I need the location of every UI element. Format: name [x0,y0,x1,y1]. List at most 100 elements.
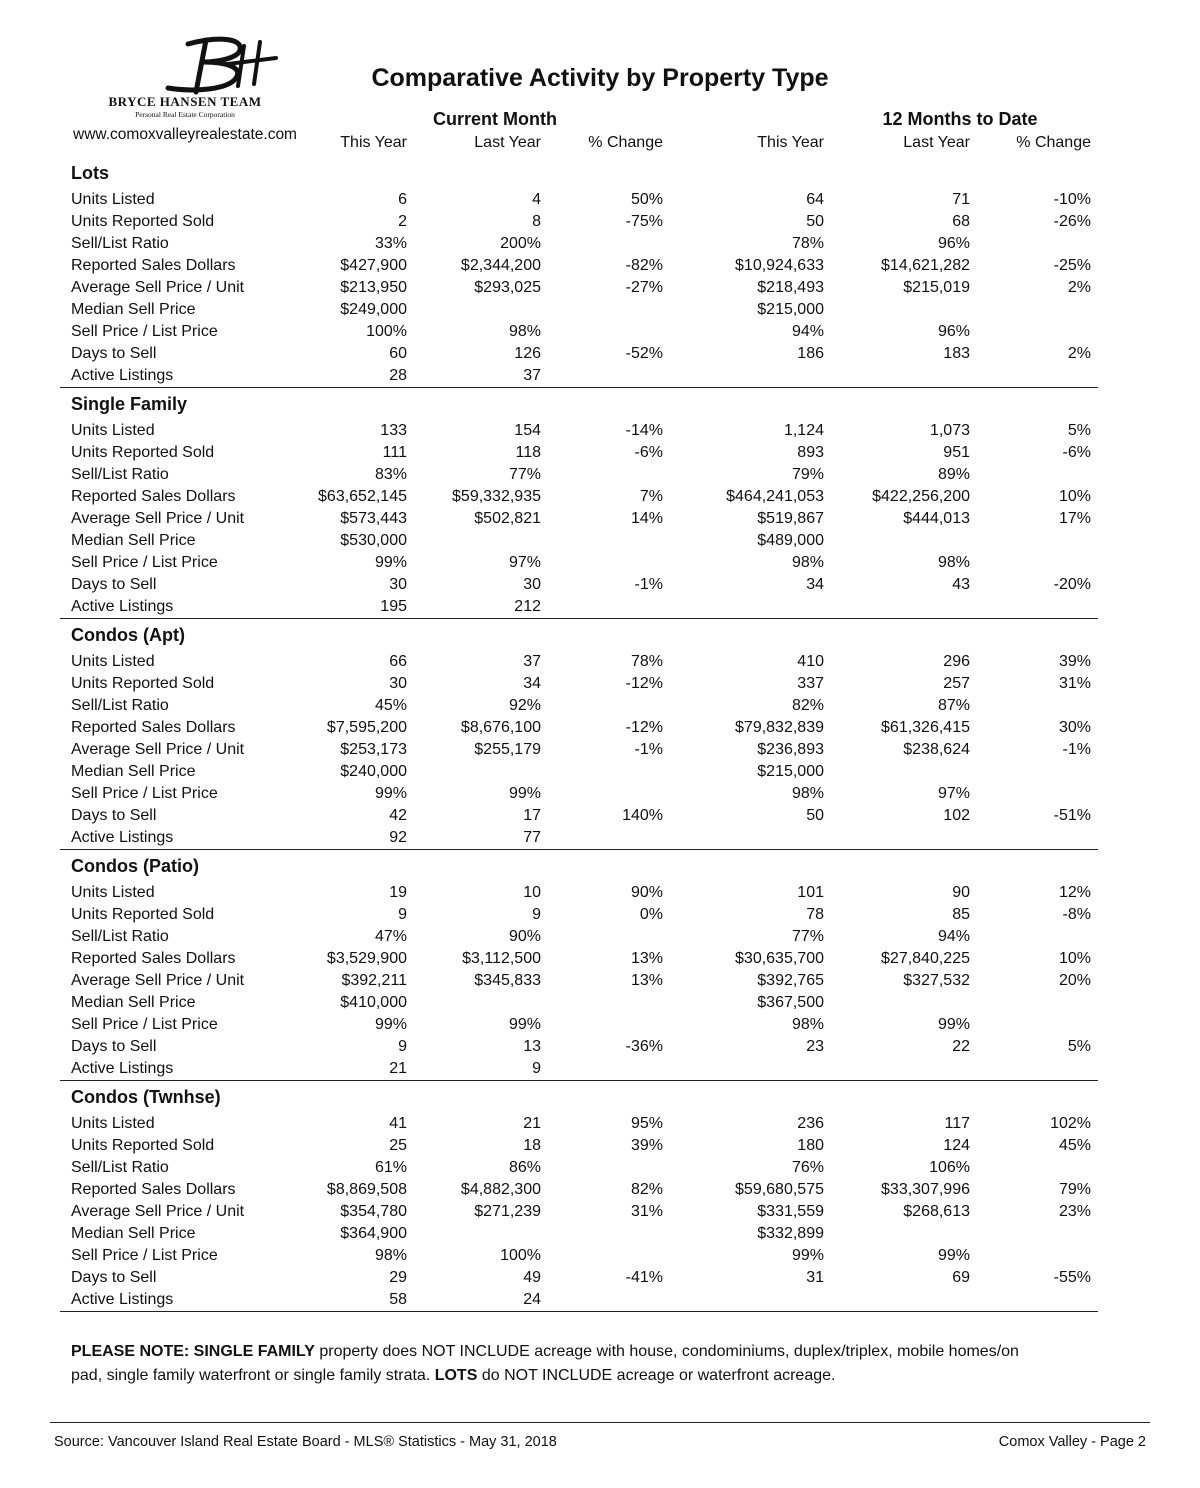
cell-value: $271,239 [474,1203,541,1220]
cell-value: 2% [1067,345,1091,362]
cell-value: 79% [1058,1181,1091,1198]
cell-value: $10,924,633 [735,257,824,274]
cell-value: 10 [523,884,541,901]
cell-value: 100% [500,1247,541,1264]
cell-value: $253,173 [340,741,407,758]
table-row: Sell/List Ratio 33% 200% 78% 96% [60,233,1098,255]
cell-value: 85 [952,906,970,923]
cell-value: $293,025 [474,279,541,296]
row-label: Active Listings [71,829,174,846]
cell-value: -55% [1053,1269,1091,1286]
cell-value: 41 [389,1115,407,1132]
cell-value: $30,635,700 [735,950,824,967]
table-row: Units Reported Sold 111 118 -6% 893 951 -6% [60,442,1098,464]
table-row: Average Sell Price / Unit $213,950 $293,02… [60,277,1098,299]
cell-value: 4 [532,191,541,208]
table-row: Median Sell Price $530,000 $489,000 [60,530,1098,552]
cell-value: $8,676,100 [460,719,541,736]
column-headers: This Year Last Year % Change This Year L… [0,134,1200,156]
note-lots: LOTS [434,1367,478,1384]
cell-value: 410 [797,653,824,670]
cell-value: 22 [952,1038,970,1055]
cell-value: $59,680,575 [735,1181,824,1198]
row-label: Active Listings [71,1291,174,1308]
logo: BRYCE HANSEN TEAM Personal Real Estate C… [60,34,310,146]
cell-value: -1% [1062,741,1091,758]
footer-source: Source: Vancouver Island Real Estate Boa… [54,1434,557,1450]
row-label: Median Sell Price [71,994,196,1011]
cell-value: $502,821 [474,510,541,527]
row-label: Average Sell Price / Unit [71,741,245,758]
cell-value: 98% [791,785,824,802]
cell-value: $238,624 [903,741,970,758]
table-row: Sell/List Ratio 47% 90% 77% 94% [60,926,1098,948]
cell-value: $213,950 [340,279,407,296]
cell-value: 257 [943,675,970,692]
cell-value: 58 [389,1291,407,1308]
table-row: Reported Sales Dollars $63,652,145 $59,332… [60,486,1098,508]
cell-value: 24 [523,1291,541,1308]
row-label: Sell Price / List Price [71,323,218,340]
table-row: Units Reported Sold 2 8 -75% 50 68 -26% [60,211,1098,233]
cell-value: 124 [943,1137,970,1154]
cell-value: 50 [806,213,824,230]
footer-divider [50,1422,1150,1423]
table-row: Average Sell Price / Unit $354,780 $271,23… [60,1201,1098,1223]
row-label: Days to Sell [71,807,157,824]
cell-value: 64 [806,191,824,208]
table-row: Units Listed 19 10 90% 101 90 12% [60,882,1098,904]
cell-value: 31 [806,1269,824,1286]
table-row: Sell Price / List Price 98% 100% 99% 99% [60,1245,1098,1267]
cell-value: $3,112,500 [462,950,541,967]
row-label: Median Sell Price [71,301,196,318]
cell-value: 1,073 [929,422,970,439]
cell-value: 101 [797,884,824,901]
cell-value: 83% [374,466,407,483]
table-row: Days to Sell 42 17 140% 50 102 -51% [60,805,1098,827]
cell-value: 71 [952,191,970,208]
cell-value: 92 [389,829,407,846]
cell-value: 77% [791,928,824,945]
cell-value: $444,013 [903,510,970,527]
cell-value: 50% [630,191,663,208]
row-label: Average Sell Price / Unit [71,279,245,296]
row-label: Units Reported Sold [71,213,215,230]
row-label: Sell Price / List Price [71,785,218,802]
cell-value: 99% [508,1016,541,1033]
cell-value: $255,179 [474,741,541,758]
cell-value: 78 [806,906,824,923]
cell-value: 140% [622,807,663,824]
row-label: Average Sell Price / Unit [71,510,245,527]
cell-value: 30 [523,576,541,593]
cell-value: 50 [806,807,824,824]
col-header: % Change [1016,134,1091,151]
table-row: Sell/List Ratio 83% 77% 79% 89% [60,464,1098,486]
cell-value: 111 [382,444,407,461]
cell-value: -1% [634,576,663,593]
row-label: Days to Sell [71,345,157,362]
cell-value: 98% [508,323,541,340]
row-label: Sell Price / List Price [71,1016,218,1033]
table-row: Sell/List Ratio 61% 86% 76% 106% [60,1157,1098,1179]
cell-value: $573,443 [340,510,407,527]
cell-value: 337 [797,675,824,692]
cell-value: 183 [943,345,970,362]
row-label: Active Listings [71,367,174,384]
table-row: Sell Price / List Price 99% 99% 98% 99% [60,1014,1098,1036]
cell-value: -10% [1053,191,1091,208]
cell-value: $3,529,900 [326,950,407,967]
cell-value: 99% [508,785,541,802]
cell-value: 117 [944,1115,970,1132]
cell-value: $410,000 [340,994,407,1011]
cell-value: -26% [1053,213,1091,230]
cell-value: $215,000 [757,301,824,318]
cell-value: -51% [1053,807,1091,824]
table-row: Units Reported Sold 9 9 0% 78 85 -8% [60,904,1098,926]
row-label: Units Listed [71,422,155,439]
cell-value: 9 [398,906,407,923]
cell-value: 76% [791,1159,824,1176]
table-row: Units Reported Sold 25 18 39% 180 124 45% [60,1135,1098,1157]
row-label: Sell/List Ratio [71,928,169,945]
cell-value: 30 [389,675,407,692]
row-label: Sell/List Ratio [71,697,169,714]
